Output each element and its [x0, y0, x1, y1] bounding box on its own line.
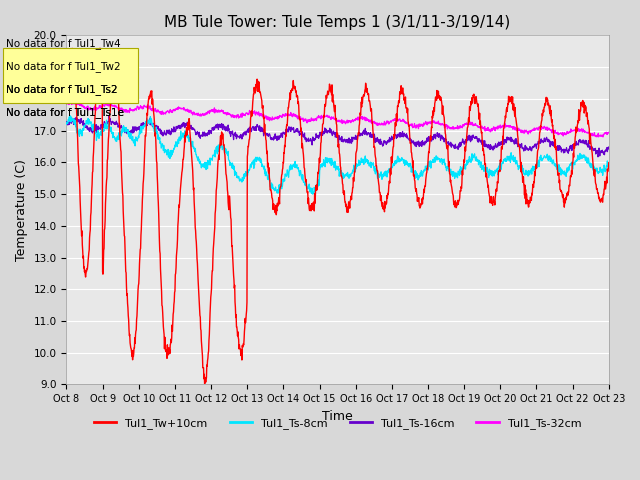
- Text: No data for f Tul1_Tw4: No data for f Tul1_Tw4: [6, 38, 121, 49]
- Text: No data for f Tul1_Ts1e: No data for f Tul1_Ts1e: [6, 108, 124, 119]
- Text: No data for f Tul1_Ts2: No data for f Tul1_Ts2: [6, 84, 118, 96]
- X-axis label: Time: Time: [322, 410, 353, 423]
- Y-axis label: Temperature (C): Temperature (C): [15, 159, 28, 261]
- Text: No data for f Tul1_Ts1e: No data for f Tul1_Ts1e: [6, 108, 124, 119]
- Text: No data for f Tul1_Tw2: No data for f Tul1_Tw2: [6, 61, 121, 72]
- Text: No data for f Tul1_Ts2: No data for f Tul1_Ts2: [6, 84, 118, 96]
- Title: MB Tule Tower: Tule Temps 1 (3/1/11-3/19/14): MB Tule Tower: Tule Temps 1 (3/1/11-3/19…: [164, 15, 511, 30]
- Legend: Tul1_Tw+10cm, Tul1_Ts-8cm, Tul1_Ts-16cm, Tul1_Ts-32cm: Tul1_Tw+10cm, Tul1_Ts-8cm, Tul1_Ts-16cm,…: [90, 413, 586, 433]
